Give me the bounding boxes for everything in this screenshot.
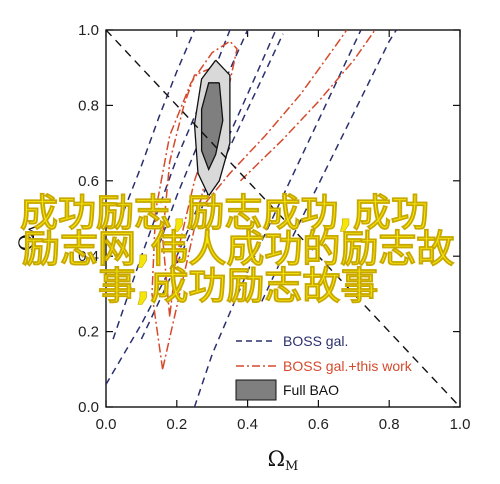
contour-filled-2-1: [200, 82, 224, 172]
x-tick-label: 0.4: [237, 416, 258, 433]
contour-dashed-0-2: [123, 30, 196, 212]
overlay-watermark: 成功励志,励志成功,成功 励志网,伟人成功的励志故 事,成功励志故事: [20, 191, 455, 309]
x-tick-label: 0.0: [96, 416, 117, 433]
y-axis-symbol: Ω: [15, 234, 39, 251]
contour-dashed-0-6: [261, 30, 397, 302]
x-tick-label: 0.6: [308, 416, 329, 433]
legend-label-full-bao: Full BAO: [283, 382, 339, 398]
x-tick-label: 1.0: [450, 416, 471, 433]
legend-label-boss: BOSS gal.: [283, 333, 348, 349]
x-axis-title: ΩM: [268, 447, 299, 474]
y-tick-label: 0.6: [78, 173, 99, 190]
contour-dashed-0-5: [193, 30, 362, 407]
overlay-line-1: 成功励志,励志成功,成功: [20, 191, 429, 235]
contour-dashdot-1-3: [239, 30, 376, 182]
contour-dashdot-1-0: [161, 66, 221, 317]
x-axis-symbol: Ω: [268, 447, 285, 471]
overlay-line-3: 事,成功励志故事: [98, 264, 378, 308]
x-tick-label: 0.8: [379, 416, 400, 433]
y-tick-label: 0.2: [78, 324, 99, 341]
y-axis-subscript: Λ: [27, 224, 42, 235]
legend-swatch-full-bao: [235, 379, 277, 401]
contour-dashdot-1-2: [204, 30, 348, 204]
y-tick-label: 0.8: [78, 97, 99, 114]
flat-universe-line: [105, 29, 461, 408]
contour-dashdot-1-1: [151, 40, 238, 370]
contour-curves: [106, 30, 397, 407]
x-tick-label: 0.2: [166, 416, 187, 433]
plot-frame: [105, 29, 461, 408]
overlay-line-2: 励志网,伟人成功的励志故: [22, 227, 454, 271]
y-axis-title: ΩΛ: [15, 224, 42, 251]
reference-line: [105, 29, 461, 408]
contour-dashed-0-3: [158, 30, 249, 246]
legend-label-boss-this-work: BOSS gal.+this work: [283, 358, 413, 374]
legend: BOSS gal. BOSS gal.+this work Full BAO: [235, 333, 413, 401]
y-tick-label: 0.4: [78, 248, 99, 265]
y-tick-label: 1.0: [78, 22, 99, 39]
svg-text:ΩΛ: ΩΛ: [15, 224, 42, 251]
x-axis-subscript: M: [285, 459, 298, 474]
axis-ticks: 0.0 0.2 0.4 0.6 0.8 1.0 0.0 0.2 0.4 0.6 0.8 1.0: [78, 22, 470, 433]
y-tick-label: 0.0: [78, 399, 99, 416]
